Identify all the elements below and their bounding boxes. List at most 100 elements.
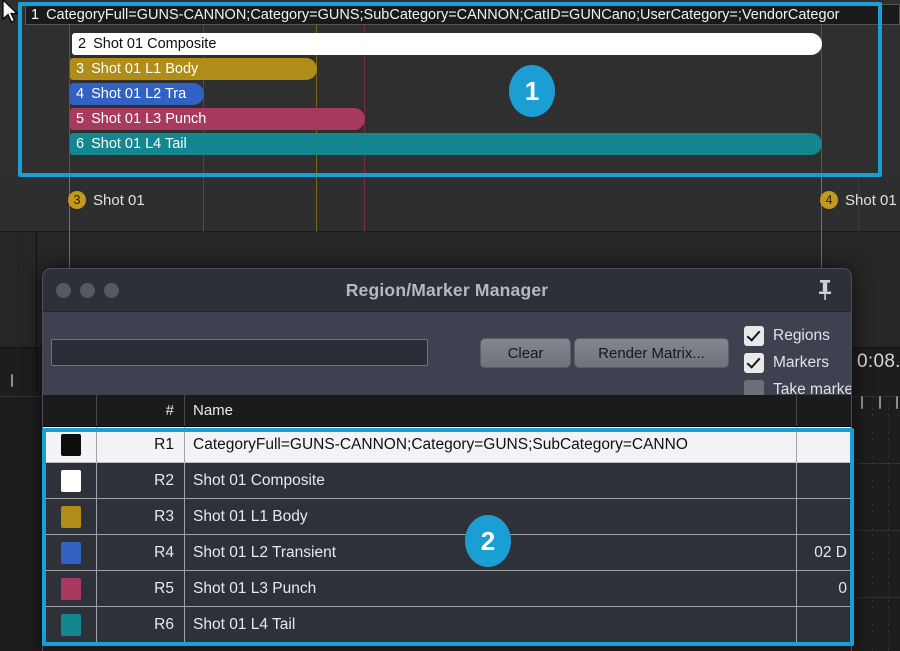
color-swatch[interactable]	[61, 577, 81, 600]
table-header-color[interactable]	[43, 395, 96, 426]
timeline-region-lane[interactable]: 1 CategoryFull=GUNS-CANNON;Category=GUNS…	[0, 0, 900, 176]
ruler-tick	[879, 396, 881, 409]
table-row[interactable]: R6 Shot 01 L4 Tail	[43, 607, 851, 643]
region-bar-label: Shot 01 L4 Tail	[91, 136, 187, 152]
row-length[interactable]: 02 D	[796, 535, 851, 570]
callout-badge-1-number: 1	[524, 75, 540, 106]
row-number[interactable]: R5	[96, 571, 184, 606]
region-bar[interactable]: 2 Shot 01 Composite	[72, 33, 822, 55]
window-traffic-lights[interactable]	[56, 282, 119, 298]
row-number[interactable]: R6	[96, 607, 184, 642]
row-length[interactable]	[796, 463, 851, 498]
region-bar-label: Shot 01 L1 Body	[91, 61, 199, 77]
marker-pin-icon[interactable]: 3	[68, 191, 86, 209]
color-swatch[interactable]	[61, 433, 81, 456]
color-swatch[interactable]	[61, 541, 81, 564]
region-bar[interactable]: 6 Shot 01 L4 Tail	[70, 133, 822, 155]
row-color-swatch[interactable]	[43, 499, 96, 534]
markers-checkbox-label: Markers	[773, 354, 829, 371]
region-bar-label: Shot 01 L2 Tra	[91, 86, 187, 102]
timeline-guide-line	[316, 24, 317, 176]
table-row[interactable]: R5 Shot 01 L3 Punch 0	[43, 571, 851, 607]
timeline-marker[interactable]: 3 Shot 01	[68, 190, 145, 210]
marker-guide-line	[316, 176, 317, 232]
row-number[interactable]: R1	[96, 427, 184, 462]
timeline-divider	[858, 597, 900, 598]
region-bar-label: Shot 01 L3 Punch	[91, 111, 207, 127]
row-color-swatch[interactable]	[43, 427, 96, 462]
row-name[interactable]: CategoryFull=GUNS-CANNON;Category=GUNS;S…	[184, 427, 796, 462]
region-header-label: CategoryFull=GUNS-CANNON;Category=GUNS;S…	[46, 6, 840, 23]
timeline-marker-lane-background	[0, 176, 900, 232]
timeline-divider	[858, 530, 900, 531]
table-row[interactable]: R3 Shot 01 L1 Body	[43, 499, 851, 535]
table-body: R1 CategoryFull=GUNS-CANNON;Category=GUNS…	[43, 427, 851, 643]
marker-label: Shot 01	[845, 191, 897, 209]
ruler-tick	[861, 396, 863, 409]
timeline-grid-column	[872, 396, 873, 651]
marker-guide-line	[203, 176, 204, 232]
ruler-tick	[896, 396, 898, 409]
timeline-guide-line	[364, 24, 365, 176]
row-number[interactable]: R2	[96, 463, 184, 498]
row-length[interactable]	[796, 607, 851, 642]
row-color-swatch[interactable]	[43, 463, 96, 498]
clear-button[interactable]: Clear	[480, 338, 571, 368]
color-swatch[interactable]	[61, 469, 81, 492]
marker-label: Shot 01	[93, 191, 145, 209]
maximize-dot-button[interactable]	[104, 282, 119, 298]
row-name[interactable]: Shot 01 Composite	[184, 463, 796, 498]
mouse-cursor-icon	[2, 0, 19, 23]
regions-checkbox-row[interactable]: Regions	[744, 326, 830, 346]
region-bar-label: Shot 01 Composite	[93, 36, 217, 52]
color-swatch[interactable]	[61, 613, 81, 636]
row-length[interactable]: 0	[796, 571, 851, 606]
row-color-swatch[interactable]	[43, 607, 96, 642]
timeline-guide-line	[69, 24, 70, 176]
row-number[interactable]: R3	[96, 499, 184, 534]
row-length[interactable]	[796, 427, 851, 462]
region-bar-number: 2	[78, 36, 87, 52]
region-bar-number: 5	[76, 111, 85, 127]
color-swatch[interactable]	[61, 505, 81, 528]
row-color-swatch[interactable]	[43, 535, 96, 570]
regions-checkbox[interactable]	[744, 326, 764, 346]
table-row[interactable]: R4 Shot 01 L2 Transient 02 D	[43, 535, 851, 571]
region-bar-number: 4	[76, 86, 85, 102]
row-name[interactable]: Shot 01 L3 Punch	[184, 571, 796, 606]
markers-checkbox[interactable]	[744, 353, 764, 373]
region-bar[interactable]: 5 Shot 01 L3 Punch	[70, 108, 365, 130]
table-header-length[interactable]	[796, 395, 851, 426]
pin-icon[interactable]	[815, 279, 835, 301]
row-name[interactable]: Shot 01 L1 Body	[184, 499, 796, 534]
region-bar[interactable]: 3 Shot 01 L1 Body	[70, 58, 317, 80]
callout-badge-2-number: 2	[480, 525, 496, 556]
markers-checkbox-row[interactable]: Markers	[744, 353, 829, 373]
table-row[interactable]: R1 CategoryFull=GUNS-CANNON;Category=GUNS…	[43, 427, 851, 463]
table-header-number[interactable]: #	[96, 395, 184, 426]
marker-pin-icon[interactable]: 4	[820, 191, 838, 209]
row-color-swatch[interactable]	[43, 571, 96, 606]
row-number[interactable]: R4	[96, 535, 184, 570]
row-name[interactable]: Shot 01 L4 Tail	[184, 607, 796, 642]
render-matrix-button[interactable]: Render Matrix...	[574, 338, 729, 368]
ruler-tick	[11, 374, 13, 387]
timeline-marker[interactable]: 4 Shot 01	[820, 190, 897, 210]
filter-input[interactable]	[51, 339, 428, 366]
take-markers-checkbox-label: Take markers	[773, 381, 852, 398]
minimize-dot-button[interactable]	[80, 282, 95, 298]
region-bar-number: 6	[76, 136, 85, 152]
timeline-track-separator	[36, 232, 37, 392]
region-bar[interactable]: 4 Shot 01 L2 Tra	[70, 83, 204, 105]
row-name[interactable]: Shot 01 L2 Transient	[184, 535, 796, 570]
table-row[interactable]: R2 Shot 01 Composite	[43, 463, 851, 499]
callout-badge-1: 1	[509, 65, 555, 117]
table-header-name[interactable]: Name	[184, 395, 796, 426]
marker-guide-line	[858, 176, 859, 232]
close-dot-button[interactable]	[56, 282, 71, 298]
row-length[interactable]	[796, 499, 851, 534]
timeline-track-separator	[18, 232, 19, 392]
window-titlebar[interactable]: Region/Marker Manager	[43, 269, 851, 312]
timeline-divider	[0, 231, 900, 232]
region-header-bar[interactable]: 1 CategoryFull=GUNS-CANNON;Category=GUNS…	[25, 4, 900, 25]
